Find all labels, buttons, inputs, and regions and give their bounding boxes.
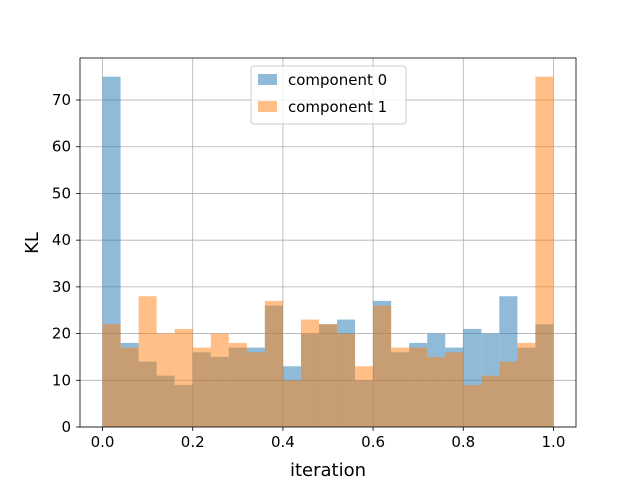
x-tick-label: 0.8 — [451, 433, 475, 451]
x-tick-label: 0.6 — [361, 433, 385, 451]
legend: component 0 component 1 — [250, 65, 407, 125]
y-tick-label: 60 — [52, 138, 71, 156]
y-tick-label: 40 — [52, 231, 71, 249]
bars-layer — [102, 76, 554, 428]
x-tick-label: 1.0 — [542, 433, 566, 451]
histogram-bar-component-1 — [102, 324, 121, 427]
histogram-bar-component-1 — [192, 347, 211, 427]
histogram-bar-component-1 — [174, 328, 193, 427]
histogram-bar-component-1 — [210, 333, 229, 427]
x-tick-label: 0.0 — [91, 433, 115, 451]
x-axis-title: iteration — [290, 460, 366, 480]
histogram-bar-component-1 — [517, 342, 536, 427]
plot-frame — [79, 57, 577, 428]
legend-swatch-component-1 — [258, 101, 277, 112]
axes-layer — [79, 57, 577, 428]
legend-label-component-1: component 1 — [288, 98, 387, 116]
ticks-layer: 0.0 0.2 0.4 0.6 0.8 1.0 0 10 20 30 40 50 60 70 — [52, 91, 565, 451]
histogram-bar-component-1 — [391, 347, 410, 427]
histogram-bar-component-1 — [499, 361, 518, 427]
y-tick-label: 70 — [52, 91, 71, 109]
histogram-bar-component-1 — [300, 319, 319, 427]
y-axis-title: KL — [22, 232, 43, 254]
legend-label-component-0: component 0 — [288, 71, 387, 89]
x-tick-label: 0.2 — [181, 433, 205, 451]
histogram-bar-component-1 — [156, 333, 175, 427]
histogram-bar-component-1 — [463, 384, 482, 427]
y-tick-label: 30 — [52, 278, 71, 296]
histogram-bar-component-1 — [535, 76, 554, 428]
histogram-bar-component-1 — [318, 324, 338, 427]
histogram-bar-component-1 — [427, 356, 446, 427]
legend-box — [250, 65, 407, 125]
y-tick-label: 10 — [52, 371, 71, 389]
legend-swatch-component-0 — [258, 74, 277, 85]
histogram-bar-component-1 — [355, 366, 374, 427]
histogram-bar-component-1 — [282, 380, 301, 427]
histogram-bar-component-1 — [373, 305, 392, 427]
histogram-bar-component-1 — [337, 333, 356, 427]
x-tick-label: 0.4 — [271, 433, 295, 451]
histogram-bar-component-1 — [409, 347, 428, 427]
histogram-bar-component-1 — [445, 352, 464, 427]
histogram-bar-component-1 — [481, 375, 500, 427]
histogram-bar-component-1 — [228, 342, 247, 427]
histogram-bar-component-1 — [120, 347, 139, 427]
histogram-bar-component-1 — [264, 300, 283, 427]
y-tick-label: 20 — [52, 325, 71, 343]
histogram-bar-component-1 — [246, 352, 265, 427]
y-tick-label: 0 — [61, 418, 71, 436]
y-tick-label: 50 — [52, 184, 71, 202]
histogram-bar-component-1 — [138, 296, 157, 427]
